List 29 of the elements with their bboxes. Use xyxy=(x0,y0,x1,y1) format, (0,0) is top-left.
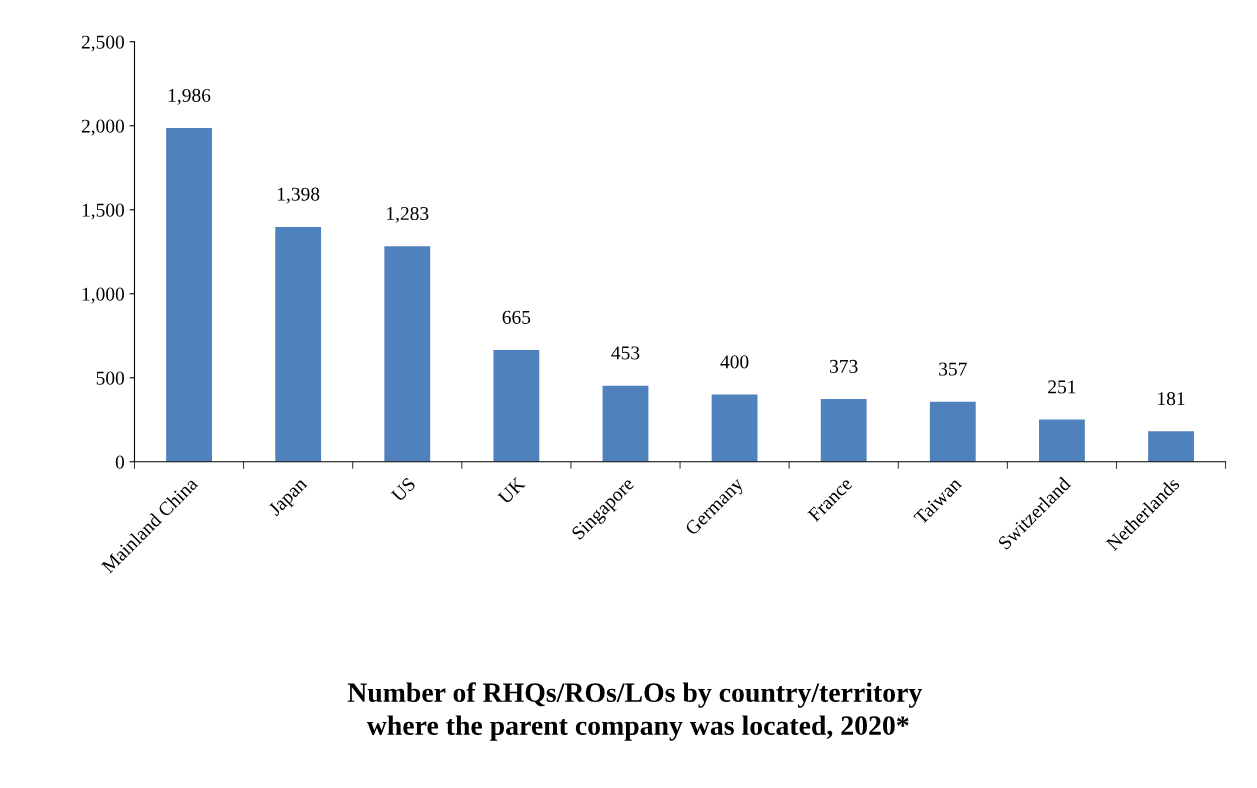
y-tick-label: 2,500 xyxy=(81,35,125,52)
bar xyxy=(1148,431,1194,462)
bar xyxy=(493,350,540,462)
y-tick-label: 1,500 xyxy=(82,203,125,220)
bar xyxy=(275,226,322,462)
data-label: 181 xyxy=(1158,392,1185,406)
bar xyxy=(820,399,867,462)
data-label: 1,398 xyxy=(278,187,320,204)
text: Number of RHQs/ROs/LOs by country/territory where the parent company was located, 2020* xyxy=(347,682,923,741)
data-label: 453 xyxy=(611,346,640,360)
bar xyxy=(602,385,649,462)
data-label: 373 xyxy=(830,359,858,373)
bar xyxy=(166,128,212,462)
y-tick-label: 500 xyxy=(96,371,125,385)
bar xyxy=(711,394,758,462)
data-label: 400 xyxy=(720,355,749,369)
bar xyxy=(384,246,431,462)
y-tick-label: 0 xyxy=(115,455,125,469)
data-label: 357 xyxy=(939,362,967,376)
data-label: 251 xyxy=(1048,380,1076,394)
data-label: 1,986 xyxy=(168,88,211,105)
x-tick-label: UK xyxy=(497,476,526,505)
y-tick-label: 2,000 xyxy=(81,119,125,136)
bar xyxy=(1039,419,1085,462)
data-label: 665 xyxy=(502,310,531,324)
y-tick-label: 1,000 xyxy=(82,287,125,304)
x-tick-label: US xyxy=(390,476,417,503)
data-label: 1,283 xyxy=(387,206,429,223)
bar xyxy=(929,401,976,462)
